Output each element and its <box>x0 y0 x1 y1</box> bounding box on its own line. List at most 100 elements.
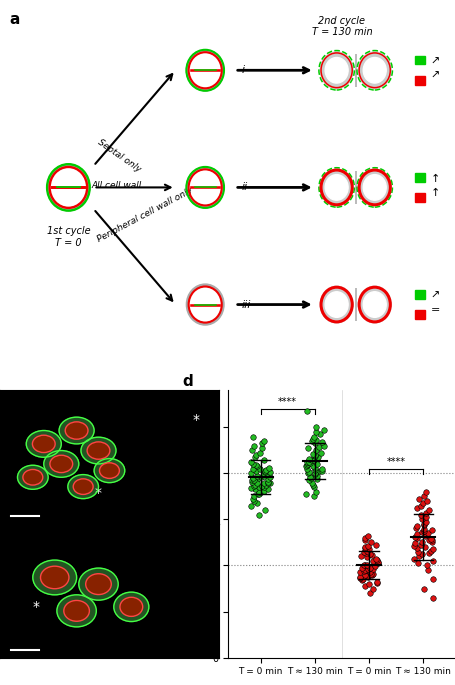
Text: Septal only: Septal only <box>96 138 142 175</box>
Point <box>368 569 375 580</box>
Point <box>304 467 312 478</box>
Text: a: a <box>9 12 20 27</box>
Point <box>248 476 256 487</box>
Point <box>370 561 378 572</box>
Point <box>258 438 265 449</box>
Point <box>428 537 435 548</box>
Point <box>252 466 259 477</box>
Point <box>261 466 268 477</box>
Point <box>416 500 424 511</box>
Point <box>305 453 312 464</box>
Point <box>247 456 254 467</box>
Ellipse shape <box>88 443 109 458</box>
Point <box>425 547 432 558</box>
Point <box>355 567 363 578</box>
Point <box>368 569 375 580</box>
Point <box>428 593 435 603</box>
Point <box>305 456 312 467</box>
Point <box>410 540 417 551</box>
Bar <box>414 173 424 182</box>
Point <box>264 476 271 487</box>
Point <box>260 436 268 447</box>
Point <box>424 505 431 516</box>
Point <box>428 556 435 566</box>
Text: ****: **** <box>278 397 297 407</box>
Point <box>364 544 371 555</box>
Ellipse shape <box>51 169 86 206</box>
Point <box>260 482 267 493</box>
Point <box>308 449 316 460</box>
Point <box>363 545 370 556</box>
Ellipse shape <box>186 167 223 208</box>
Ellipse shape <box>324 292 347 317</box>
Bar <box>414 290 424 299</box>
Text: ****: **** <box>386 457 405 467</box>
Point <box>265 478 273 489</box>
Point <box>410 532 418 543</box>
Point <box>302 463 309 474</box>
Point <box>372 539 379 550</box>
Point <box>417 514 424 525</box>
Point <box>360 535 368 546</box>
Point <box>250 475 257 486</box>
Point <box>301 488 308 499</box>
Point <box>414 551 421 562</box>
Point <box>258 481 265 492</box>
Point <box>247 500 254 511</box>
Text: d: d <box>182 375 193 389</box>
Point <box>260 470 268 481</box>
Point <box>248 431 256 442</box>
Point <box>365 578 372 589</box>
Point <box>263 468 270 479</box>
Point <box>260 454 267 465</box>
Point <box>264 473 271 484</box>
Point <box>264 477 271 488</box>
Point <box>421 542 428 553</box>
Point <box>366 567 373 578</box>
Ellipse shape <box>51 456 71 472</box>
Ellipse shape <box>66 423 87 438</box>
Point <box>356 573 363 584</box>
Ellipse shape <box>41 567 68 588</box>
Point <box>420 523 427 534</box>
Point <box>412 543 420 553</box>
Ellipse shape <box>121 598 142 616</box>
Point <box>366 549 373 560</box>
Point <box>368 556 375 566</box>
Point <box>308 455 315 466</box>
Ellipse shape <box>324 175 347 200</box>
Point <box>413 502 420 513</box>
Ellipse shape <box>319 286 352 323</box>
Point <box>253 461 260 472</box>
Ellipse shape <box>189 288 220 321</box>
Point <box>309 461 316 472</box>
Point <box>427 524 435 535</box>
Point <box>359 574 366 585</box>
Ellipse shape <box>324 58 347 83</box>
Point <box>316 466 324 477</box>
Point <box>309 491 317 502</box>
Point <box>423 564 430 575</box>
Point <box>309 434 316 445</box>
Ellipse shape <box>189 53 220 87</box>
Ellipse shape <box>319 52 352 88</box>
Point <box>309 431 317 442</box>
Ellipse shape <box>33 436 54 452</box>
Point <box>261 505 268 516</box>
Ellipse shape <box>186 284 223 325</box>
Ellipse shape <box>189 171 220 204</box>
Point <box>364 570 371 581</box>
Point <box>414 493 421 504</box>
Point <box>251 452 258 463</box>
Point <box>425 535 432 546</box>
Point <box>366 537 374 548</box>
Point <box>424 527 431 538</box>
Point <box>313 473 320 484</box>
Point <box>362 547 369 558</box>
Point <box>357 551 364 562</box>
Text: ↑: ↑ <box>430 188 440 198</box>
Point <box>411 522 419 533</box>
Ellipse shape <box>74 479 92 494</box>
Text: i: i <box>241 65 244 75</box>
Point <box>312 445 319 456</box>
